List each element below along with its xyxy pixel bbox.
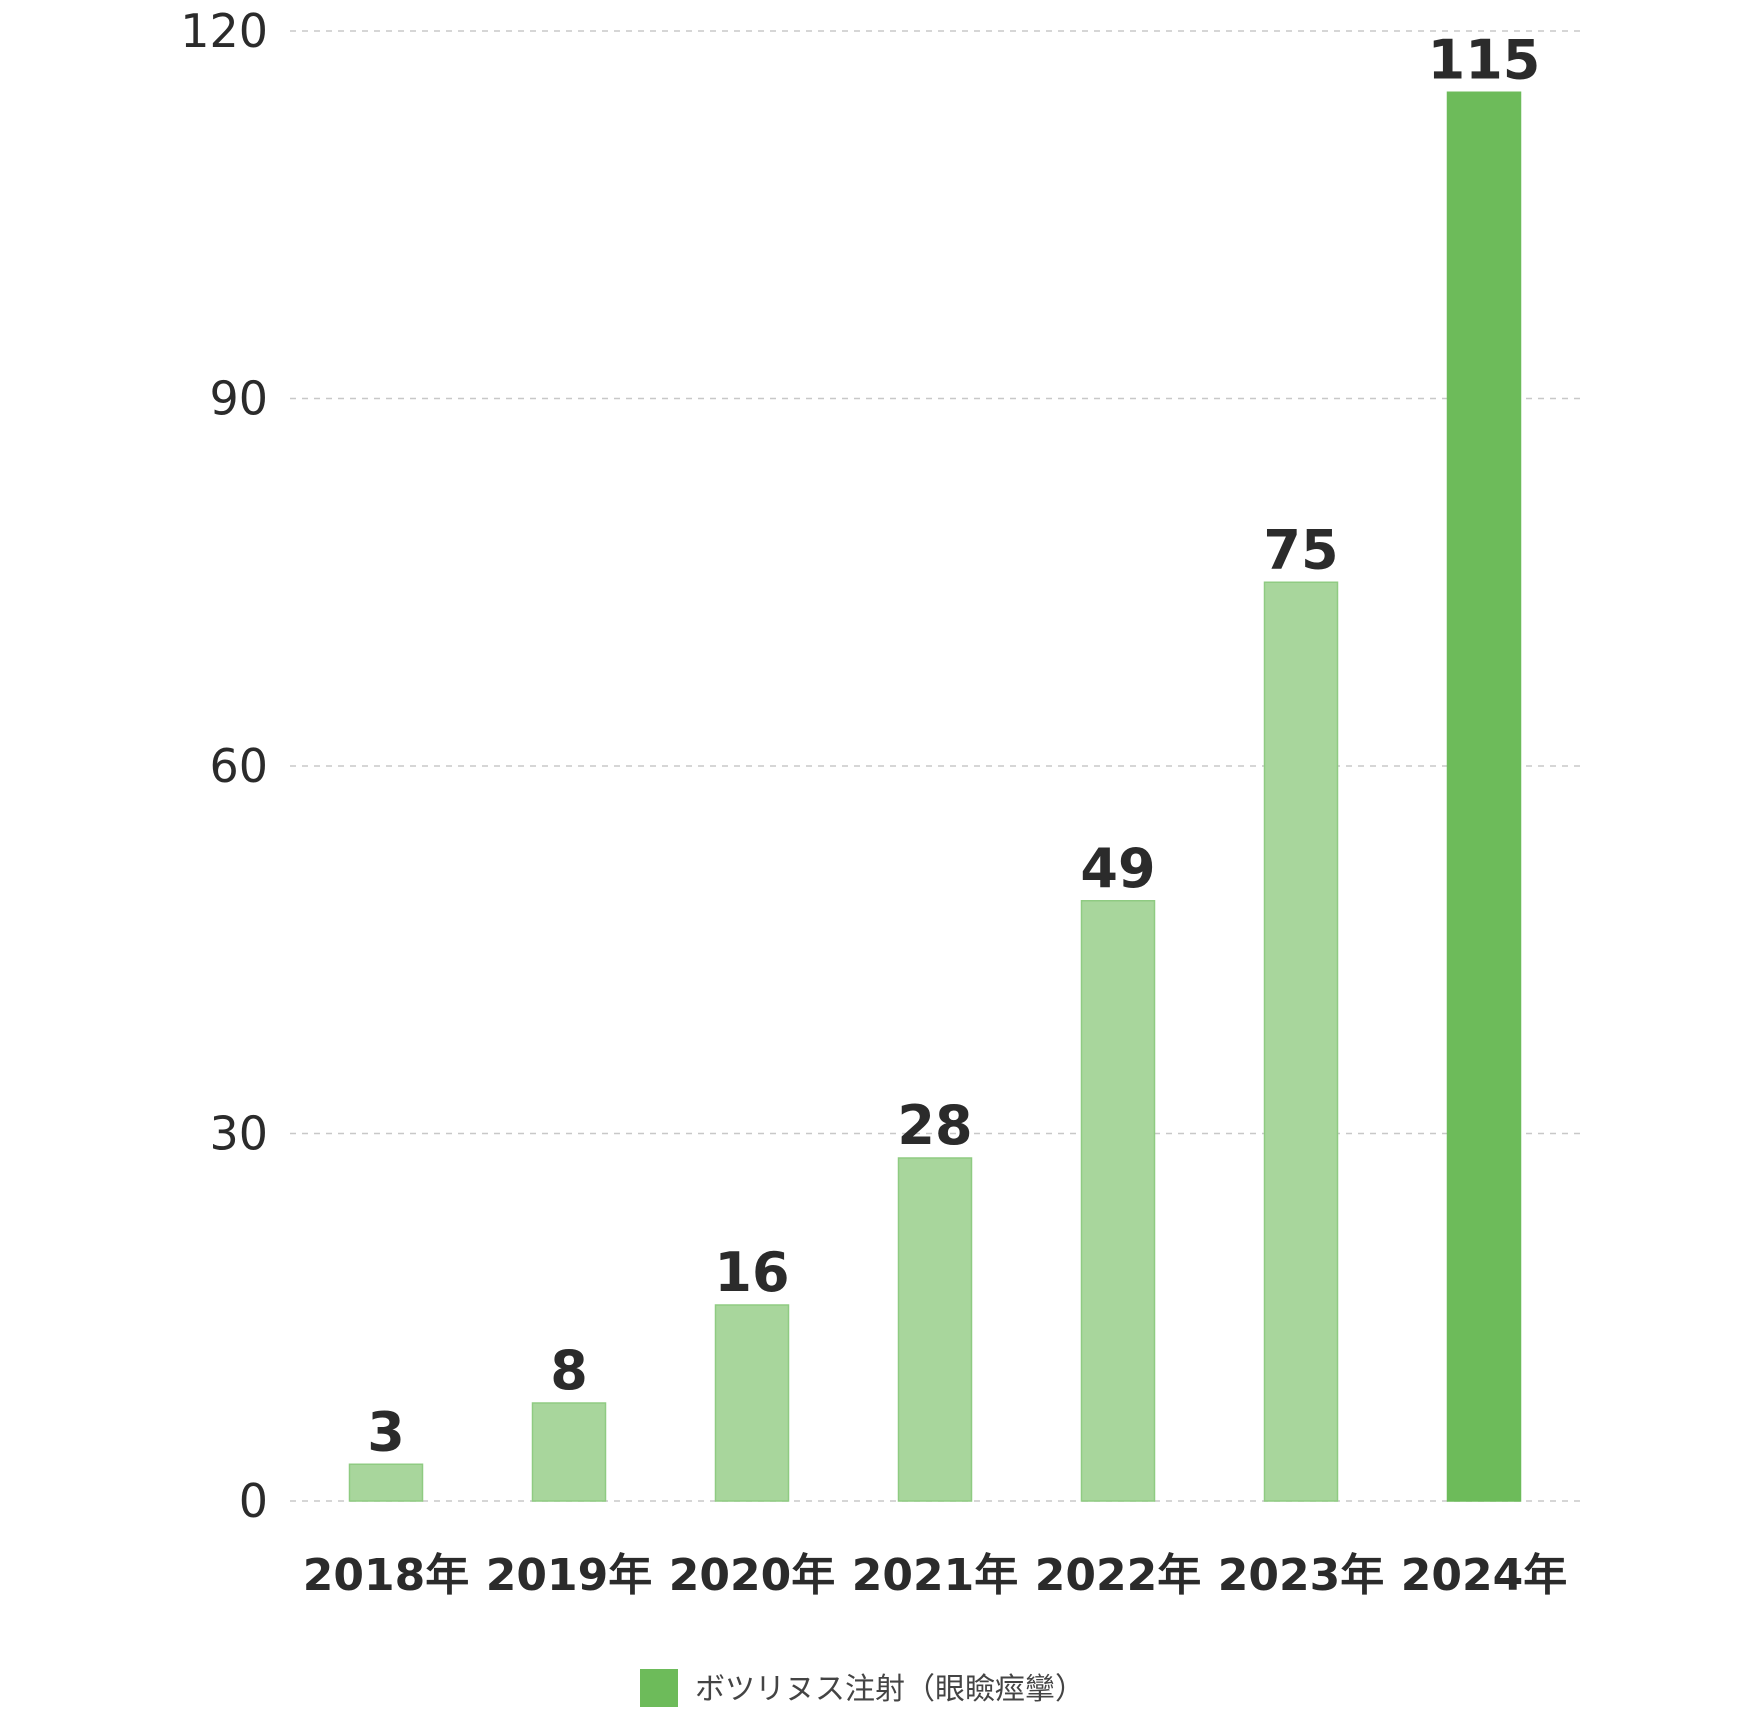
y-tick-label: 90 — [209, 372, 268, 426]
legend-label: ボツリヌス注射（眼瞼痙攣） — [695, 1672, 1085, 1707]
y-axis-ticks: 0 30 60 90 120 — [180, 4, 268, 1528]
bar — [897, 1157, 973, 1502]
x-axis-ticks: 2018年 2019年 2020年 2021年 2022年 2023年 2024年 — [303, 1550, 1567, 1601]
bars — [348, 91, 1522, 1502]
bar — [348, 1463, 424, 1502]
x-tick-label: 2024年 — [1401, 1550, 1567, 1601]
data-label: 115 — [1428, 28, 1541, 91]
y-tick-label: 0 — [239, 1474, 268, 1528]
data-labels: 3 8 16 28 49 75 115 — [367, 28, 1540, 1463]
x-tick-label: 2023年 — [1218, 1550, 1384, 1601]
x-tick-label: 2021年 — [852, 1550, 1018, 1601]
legend: ボツリヌス注射（眼瞼痙攣） — [640, 1669, 1085, 1707]
x-tick-label: 2020年 — [669, 1550, 835, 1601]
data-label: 3 — [367, 1400, 405, 1463]
x-tick-label: 2022年 — [1035, 1550, 1201, 1601]
legend-swatch — [640, 1669, 678, 1707]
data-label: 75 — [1263, 518, 1338, 581]
data-label: 49 — [1080, 837, 1155, 900]
y-tick-label: 30 — [209, 1107, 268, 1161]
data-label: 8 — [550, 1339, 588, 1402]
y-tick-label: 60 — [209, 739, 268, 793]
x-tick-label: 2018年 — [303, 1550, 469, 1601]
bar — [714, 1304, 790, 1502]
bar — [531, 1402, 607, 1502]
x-tick-label: 2019年 — [486, 1550, 652, 1601]
y-tick-label: 120 — [180, 4, 268, 58]
bar — [1446, 91, 1522, 1502]
data-label: 28 — [897, 1094, 972, 1157]
bar — [1263, 581, 1339, 1502]
data-label: 16 — [714, 1241, 789, 1304]
bar — [1080, 900, 1156, 1502]
